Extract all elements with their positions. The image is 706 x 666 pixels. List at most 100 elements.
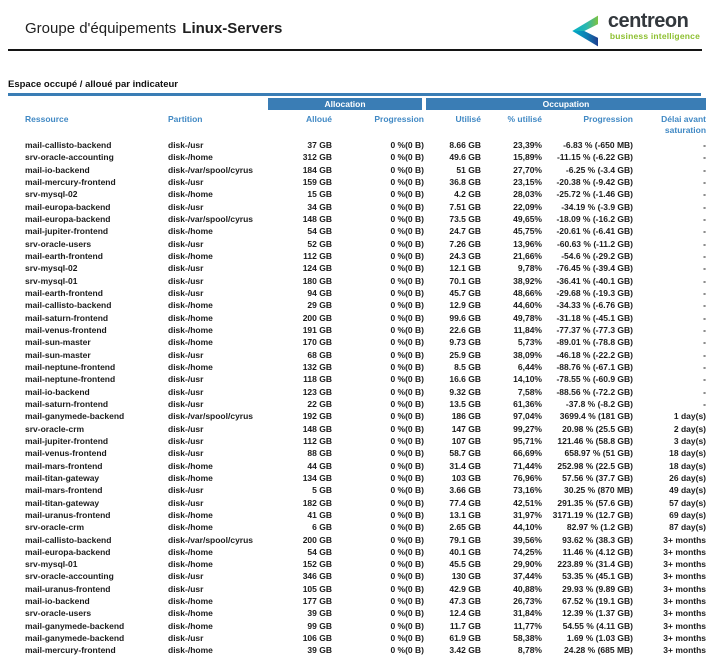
cell-used: 8.5 GB: [454, 361, 481, 372]
cell-allocated: 6 GB: [312, 522, 332, 533]
cell-saturation-delay: 3+ months: [663, 534, 706, 545]
column-header-partition: Partition: [168, 114, 203, 124]
column-header-allocated: Alloué: [306, 114, 332, 124]
cell-resource: mail-venus-frontend: [25, 448, 107, 459]
cell-allocation-progression: 0 %(0 B): [390, 263, 424, 274]
cell-resource: mail-saturn-frontend: [25, 398, 109, 409]
cell-allocation-progression: 0 %(0 B): [390, 460, 424, 471]
cell-resource: mail-callisto-backend: [25, 534, 112, 545]
cell-resource: mail-europa-backend: [25, 213, 111, 224]
cell-used: 31.4 GB: [449, 460, 481, 471]
cell-resource: mail-europa-backend: [25, 546, 111, 557]
cell-used-percent: 22,09%: [513, 201, 542, 212]
table-row: mail-ganymede-backend disk-/home 99 GB 0 %(…: [25, 620, 706, 632]
cell-allocation-progression: 0 %(0 B): [390, 176, 424, 187]
cell-used: 16.6 GB: [449, 374, 481, 385]
cell-allocation-progression: 0 %(0 B): [390, 152, 424, 163]
cell-saturation-delay: 69 day(s): [669, 509, 706, 520]
cell-occupation-progression: -76.45 % (-39.4 GB): [556, 263, 633, 274]
cell-allocated: 44 GB: [307, 460, 332, 471]
cell-allocated: 346 GB: [302, 571, 332, 582]
group-header-row: Allocation Occupation: [25, 98, 706, 110]
cell-saturation-delay: 3+ months: [663, 559, 706, 570]
cell-saturation-delay: -: [703, 140, 706, 150]
table-row: mail-callisto-backend disk-/usr 37 GB 0 %(0…: [25, 139, 706, 151]
table-row: mail-callisto-backend disk-/var/spool/cyr…: [25, 534, 706, 546]
cell-allocation-progression: 0 %(0 B): [390, 485, 424, 496]
cell-occupation-progression: -6.83 % (-650 MB): [563, 140, 633, 150]
cell-partition: disk-/var/spool/cyrus: [168, 164, 254, 175]
cell-used: 12.1 GB: [449, 263, 481, 274]
cell-resource: srv-mysql-02: [25, 189, 78, 200]
cell-used: 40.1 GB: [449, 546, 481, 557]
cell-occupation-progression: 57.56 % (37.7 GB): [562, 472, 633, 483]
cell-allocated: 148 GB: [302, 423, 332, 434]
cell-saturation-delay: -: [703, 324, 706, 335]
column-header-used-percent: % utilisé: [507, 114, 542, 124]
cell-partition: disk-/usr: [168, 238, 204, 249]
cell-used: 24.3 GB: [449, 250, 481, 261]
table-row: mail-mars-frontend disk-/usr 5 GB 0 %(0 B) 3…: [25, 484, 706, 496]
cell-used-percent: 15,89%: [513, 152, 542, 163]
cell-partition: disk-/usr: [168, 423, 204, 434]
cell-allocated: 192 GB: [302, 411, 332, 422]
cell-allocated: 105 GB: [302, 583, 332, 594]
cell-allocation-progression: 0 %(0 B): [390, 448, 424, 459]
cell-allocated: 39 GB: [307, 608, 332, 619]
cell-partition: disk-/home: [168, 509, 213, 520]
cell-allocated: 99 GB: [307, 620, 332, 631]
table-row: mail-saturn-frontend disk-/home 200 GB 0 %(…: [25, 312, 706, 324]
table-row: mail-titan-gateway disk-/usr 182 GB 0 %(0 B…: [25, 497, 706, 509]
cell-used-percent: 39,56%: [513, 534, 542, 545]
cell-resource: srv-mysql-01: [25, 275, 78, 286]
page-title: Groupe d'équipements Linux-Servers: [25, 20, 282, 37]
table-row: mail-ganymede-backend disk-/var/spool/cyr…: [25, 410, 706, 422]
cell-used-percent: 66,69%: [513, 448, 542, 459]
cell-occupation-progression: -88.56 % (-72.2 GB): [556, 386, 633, 397]
cell-saturation-delay: 49 day(s): [669, 485, 706, 496]
table-row: mail-venus-frontend disk-/home 191 GB 0 %(0…: [25, 324, 706, 336]
cell-allocated: 34 GB: [307, 201, 332, 212]
cell-allocation-progression: 0 %(0 B): [390, 201, 424, 212]
cell-allocation-progression: 0 %(0 B): [390, 620, 424, 631]
table-row: mail-mars-frontend disk-/home 44 GB 0 %(0 B…: [25, 460, 706, 472]
cell-allocated: 112 GB: [303, 435, 332, 446]
cell-allocation-progression: 0 %(0 B): [390, 472, 424, 483]
cell-allocated: 200 GB: [302, 534, 332, 545]
cell-allocation-progression: 0 %(0 B): [390, 386, 424, 397]
cell-used: 79.1 GB: [449, 534, 481, 545]
cell-used: 51 GB: [456, 164, 481, 175]
group-header-allocation: Allocation: [268, 98, 424, 110]
cell-partition: disk-/home: [168, 337, 213, 348]
cell-saturation-delay: 3+ months: [663, 620, 706, 631]
table-row: mail-venus-frontend disk-/usr 88 GB 0 %(0 B…: [25, 447, 706, 459]
cell-allocation-progression: 0 %(0 B): [390, 398, 424, 409]
cell-partition: disk-/usr: [168, 140, 204, 150]
cell-resource: mail-titan-gateway: [25, 472, 100, 483]
cell-used-percent: 13,96%: [513, 238, 542, 249]
cell-used: 42.9 GB: [449, 583, 481, 594]
cell-used-percent: 38,92%: [513, 275, 542, 286]
cell-used: 3.42 GB: [449, 645, 481, 656]
cell-allocation-progression: 0 %(0 B): [390, 250, 424, 261]
table-row: mail-jupiter-frontend disk-/home 54 GB 0 %(…: [25, 225, 706, 237]
cell-allocated: 184 GB: [302, 164, 332, 175]
cell-partition: disk-/home: [168, 559, 213, 570]
cell-saturation-delay: -: [703, 213, 706, 224]
cell-occupation-progression: -46.18 % (-22.2 GB): [556, 349, 633, 360]
cell-occupation-progression: 67.52 % (19.1 GB): [562, 596, 633, 607]
cell-occupation-progression: 54.55 % (4.11 GB): [562, 620, 633, 631]
cell-occupation-progression: -20.38 % (-9.42 GB): [556, 176, 633, 187]
cell-saturation-delay: -: [703, 152, 706, 163]
cell-occupation-progression: -37.8 % (-8.2 GB): [565, 398, 633, 409]
cell-resource: mail-callisto-backend: [25, 140, 112, 150]
cell-partition: disk-/home: [168, 596, 213, 607]
cell-partition: disk-/home: [168, 250, 213, 261]
cell-partition: disk-/var/spool/cyrus: [168, 213, 254, 224]
cell-allocation-progression: 0 %(0 B): [390, 534, 424, 545]
table-row: mail-neptune-frontend disk-/usr 118 GB 0 %(…: [25, 373, 706, 385]
cell-partition: disk-/home: [168, 460, 213, 471]
cell-used: 45.5 GB: [449, 559, 481, 570]
cell-allocation-progression: 0 %(0 B): [390, 189, 424, 200]
cell-allocated: 52 GB: [307, 238, 332, 249]
